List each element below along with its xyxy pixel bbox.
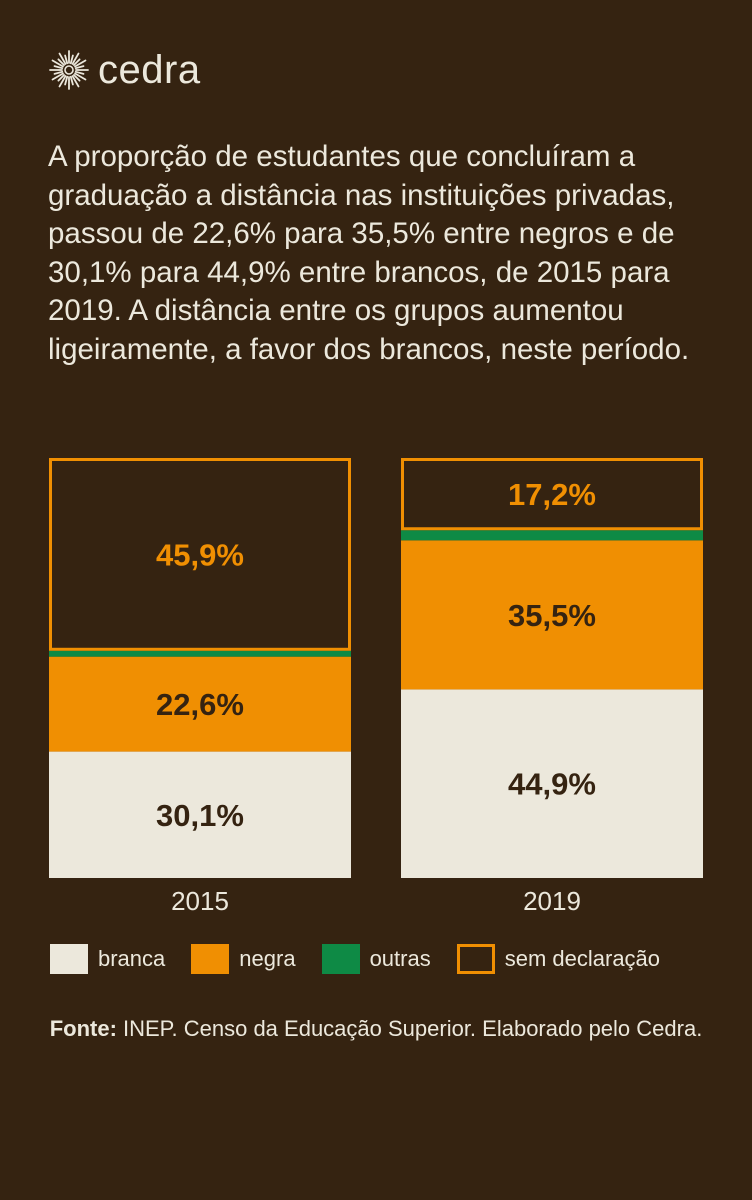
sun-icon bbox=[49, 50, 89, 90]
legend-label-outras: outras bbox=[369, 946, 431, 971]
brand-name: cedra bbox=[98, 48, 201, 92]
data-label-branca-2019: 44,9% bbox=[508, 767, 596, 802]
source-text: INEP. Censo da Educação Superior. Elabor… bbox=[116, 1016, 703, 1041]
data-label-sem-declaracao-2019: 17,2% bbox=[508, 477, 596, 512]
bar-segment-outras-2015 bbox=[49, 650, 351, 657]
legend-swatch-branca bbox=[50, 944, 88, 974]
bar-segment-outras-2019 bbox=[401, 530, 703, 541]
legend-item-sem-declaracao: sem declaração bbox=[456, 944, 661, 974]
legend-item-outras: outras bbox=[321, 944, 431, 974]
legend-swatch-sem-declaracao bbox=[456, 944, 495, 974]
bar-segment-sem-declaracao-2019 bbox=[401, 458, 703, 531]
bar-segment-branca-2019 bbox=[401, 689, 703, 878]
legend-item-negra: negra bbox=[191, 944, 296, 974]
brand-logo: cedra bbox=[48, 44, 201, 96]
x-tick-label-2015: 2015 bbox=[171, 886, 229, 916]
legend-swatch-outras bbox=[321, 944, 360, 974]
bar-segment-negra-2019 bbox=[401, 540, 703, 690]
data-label-negra-2015: 22,6% bbox=[156, 687, 244, 722]
legend-swatch-negra bbox=[191, 944, 230, 974]
data-label-negra-2019: 35,5% bbox=[508, 598, 596, 633]
bar-segment-negra-2015 bbox=[49, 656, 351, 752]
description-text: A proporção de estudantes que concluíram… bbox=[48, 140, 690, 366]
legend-label-negra: negra bbox=[239, 946, 296, 971]
legend-label-sem-declaracao: sem declaração bbox=[504, 946, 661, 971]
legend-label-branca: branca bbox=[98, 946, 166, 971]
legend-item-branca: branca bbox=[50, 944, 165, 974]
legend: branca negra outras sem declaração bbox=[50, 942, 660, 976]
x-tick-label-2019: 2019 bbox=[523, 886, 581, 916]
bar-segment-sem-declaracao-2015 bbox=[49, 458, 351, 651]
bar-segment-branca-2015 bbox=[49, 751, 351, 878]
data-label-branca-2015: 30,1% bbox=[156, 798, 244, 833]
source-note: Fonte: INEP. Censo da Educação Superior.… bbox=[40, 1015, 712, 1043]
source-prefix: Fonte: bbox=[49, 1016, 117, 1041]
stacked-bar-chart: 30,1% 22,6% 45,9% 2015 44,9% 35,5% 17,2% 2019 bbox=[49, 458, 703, 916]
data-label-sem-declaracao-2015: 45,9% bbox=[156, 537, 244, 572]
